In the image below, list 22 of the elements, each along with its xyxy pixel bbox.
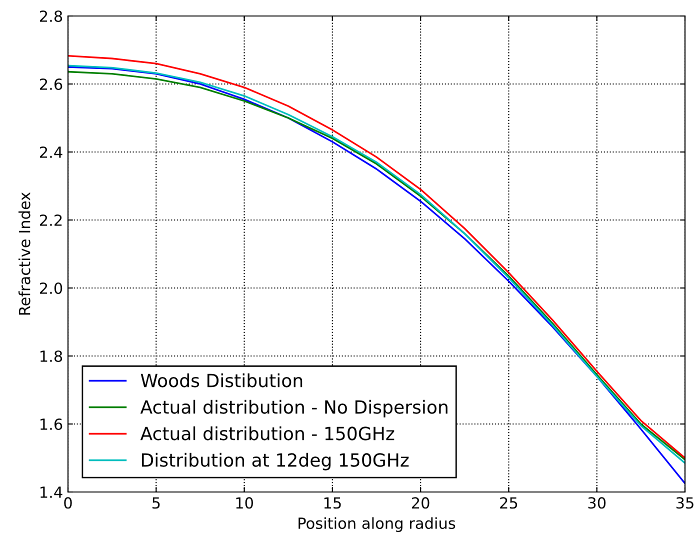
y-tick-label: 2.0: [40, 282, 62, 294]
x-tick-label: 5: [152, 497, 160, 509]
y-tick-label: 1.6: [40, 418, 62, 430]
x-tick-label: 10: [236, 497, 253, 509]
x-tick-label: 20: [412, 497, 430, 509]
x-axis-title: Position along radius: [298, 517, 456, 532]
y-tick-label: 2.6: [40, 78, 62, 90]
x-tick-label: 0: [64, 497, 72, 509]
y-tick-label: 2.8: [40, 10, 62, 22]
legend-label: Actual distribution - No Dispersion: [140, 400, 448, 418]
legend-label: Woods Distibution: [140, 373, 302, 388]
y-tick-label: 2.2: [40, 214, 62, 226]
x-tick-label: 15: [324, 497, 341, 509]
x-tick-label: 25: [500, 497, 518, 509]
x-tick-label: 30: [588, 497, 606, 509]
legend-label: Actual distribution - 150GHz: [140, 426, 394, 440]
y-tick-label: 1.4: [40, 486, 62, 498]
y-tick-label: 2.4: [40, 146, 62, 158]
x-tick-label: 35: [676, 497, 694, 509]
y-tick-label: 1.8: [40, 350, 62, 362]
y-axis-title: Refractive Index: [18, 192, 30, 315]
legend-label: Distribution at 12deg 150GHz: [142, 452, 409, 470]
